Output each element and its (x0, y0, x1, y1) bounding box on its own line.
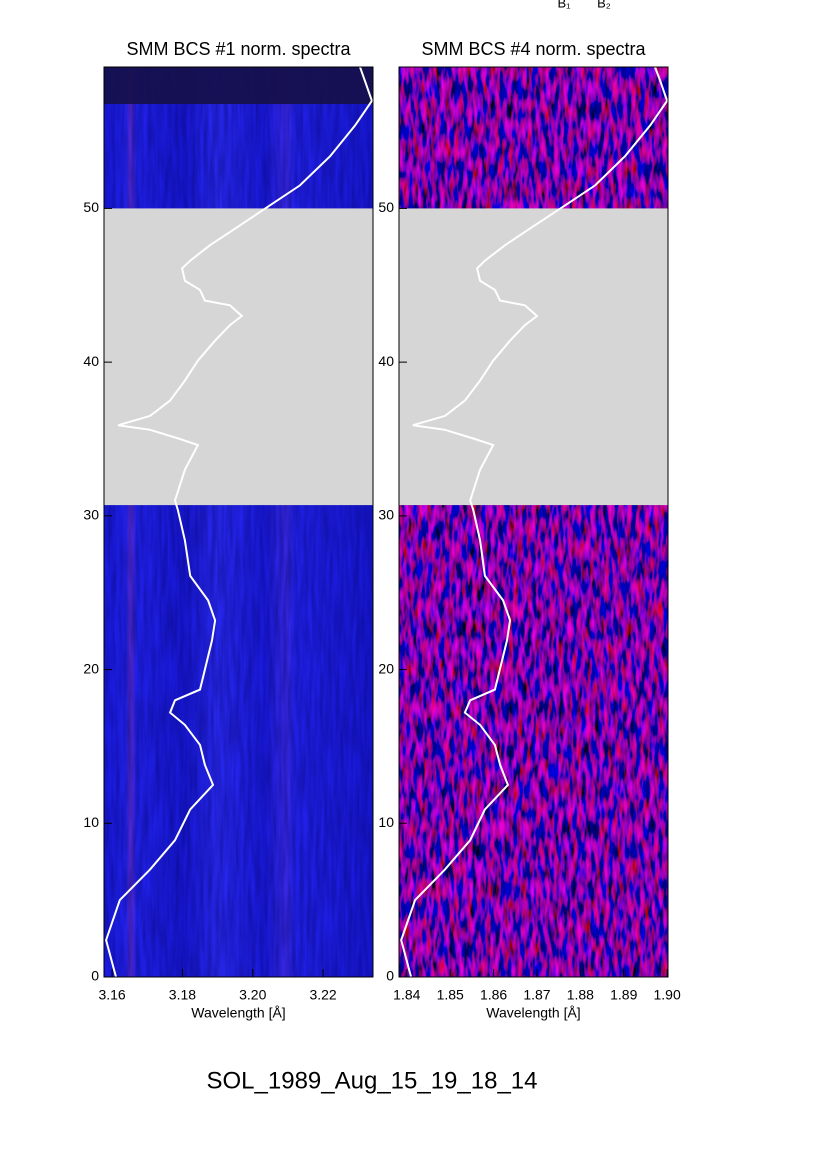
y-tick-label: 50 (378, 199, 394, 215)
chart-title: SMM BCS #4 norm. spectra (421, 39, 646, 59)
x-tick-label: 1.89 (610, 987, 637, 1003)
y-tick-label: 10 (378, 814, 394, 830)
masked-range (399, 208, 668, 506)
y-tick-label: 0 (386, 968, 394, 984)
x-axis-label: Wavelength [Å] (191, 1005, 285, 1021)
top-label: B₁ (557, 0, 571, 10)
y-tick-label: 20 (378, 660, 394, 676)
x-tick-label: 1.87 (523, 987, 550, 1003)
y-tick-label: 30 (378, 507, 394, 523)
chart-title: SMM BCS #1 norm. spectra (126, 39, 351, 59)
noise-strip (104, 67, 373, 104)
x-tick-label: 3.20 (239, 987, 266, 1003)
x-tick-label: 1.90 (654, 987, 681, 1003)
caption: SOL_1989_Aug_15_19_18_14 (207, 1067, 538, 1094)
light-curve (105, 66, 374, 978)
x-tick-label: 3.16 (98, 987, 125, 1003)
spectrum-texture (104, 67, 373, 977)
x-tick-label: 3.22 (309, 987, 336, 1003)
plot-frame (398, 66, 669, 978)
y-tick-label: 50 (83, 199, 99, 215)
plot-frame (103, 66, 374, 978)
masked-range (104, 208, 373, 506)
y-tick-label: 0 (91, 968, 99, 984)
y-tick-label: 40 (378, 353, 394, 369)
x-tick-label: 1.88 (567, 987, 594, 1003)
y-tick-label: 30 (83, 507, 99, 523)
y-tick-label: 10 (83, 814, 99, 830)
y-tick-label: 20 (83, 660, 99, 676)
x-tick-label: 1.85 (437, 987, 464, 1003)
y-tick-label: 40 (83, 353, 99, 369)
x-tick-label: 1.84 (393, 987, 420, 1003)
x-tick-label: 3.18 (169, 987, 196, 1003)
top-label: B₂ (597, 0, 611, 10)
x-axis-label: Wavelength [Å] (486, 1005, 580, 1021)
light-curve (400, 66, 669, 978)
x-tick-label: 1.86 (480, 987, 507, 1003)
spectrum-texture (399, 67, 668, 977)
